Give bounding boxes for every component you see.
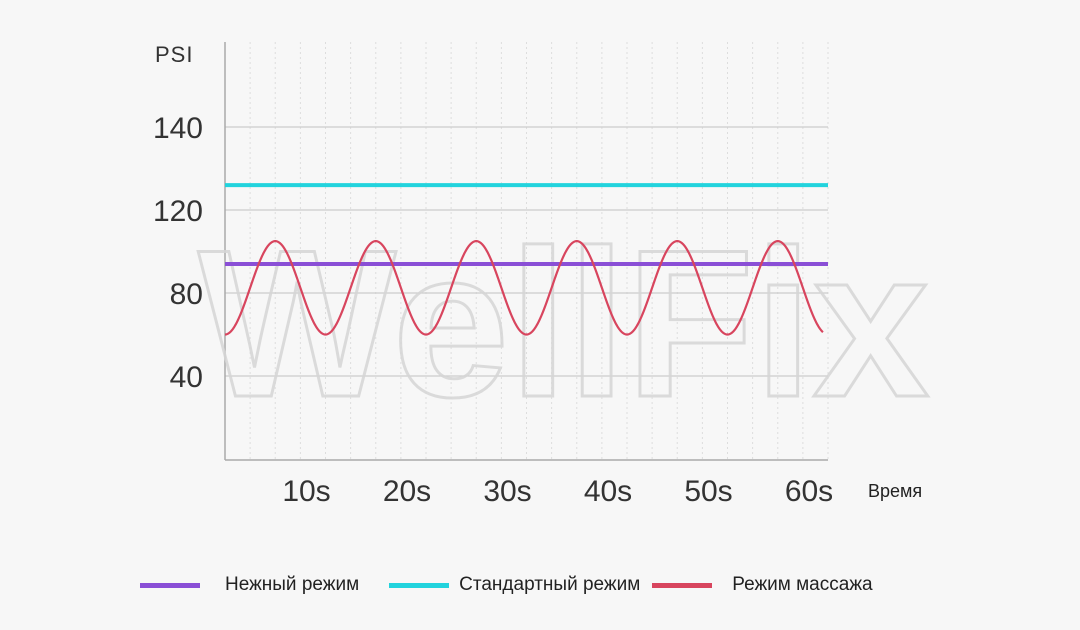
legend-item-gentle: Нежный режим [140, 574, 359, 596]
x-tick-label: 40s [584, 475, 632, 508]
x-tick-label: 60s [785, 475, 833, 508]
series-layer [224, 183, 828, 336]
legend-item-standard: Стандартный режим [389, 574, 640, 596]
watermark: WellFix [198, 206, 929, 441]
series-wave-2 [224, 240, 824, 336]
y-tick-label: 40 [170, 361, 203, 394]
y-tick-label: 140 [153, 112, 203, 145]
x-tick-label: 20s [383, 475, 431, 508]
y-tick-label: 120 [153, 195, 203, 228]
legend-swatch-gentle [140, 582, 200, 588]
legend-label-gentle: Нежный режим [225, 574, 360, 595]
legend-swatch-massage [652, 582, 713, 588]
x-axis-label: Время [868, 481, 922, 501]
x-tick-labels: 10s 20s 30s 40s 50s 60s [282, 475, 833, 508]
legend-label-standard: Стандартный режим [459, 574, 641, 595]
legend: Нежный режим Стандартный режим Режим мас… [140, 570, 873, 600]
horizontal-gridlines [225, 126, 828, 377]
legend-label-massage: Режим массажа [732, 574, 873, 595]
x-tick-label: 30s [483, 475, 531, 508]
y-axis-label: PSI [155, 42, 193, 67]
y-tick-label: 80 [170, 278, 203, 311]
legend-swatch-standard [389, 582, 450, 588]
legend-item-massage: Режим массажа [652, 574, 873, 596]
x-tick-label: 10s [282, 475, 330, 508]
x-tick-label: 50s [684, 475, 732, 508]
y-tick-labels: 40 80 120 140 [153, 112, 203, 394]
